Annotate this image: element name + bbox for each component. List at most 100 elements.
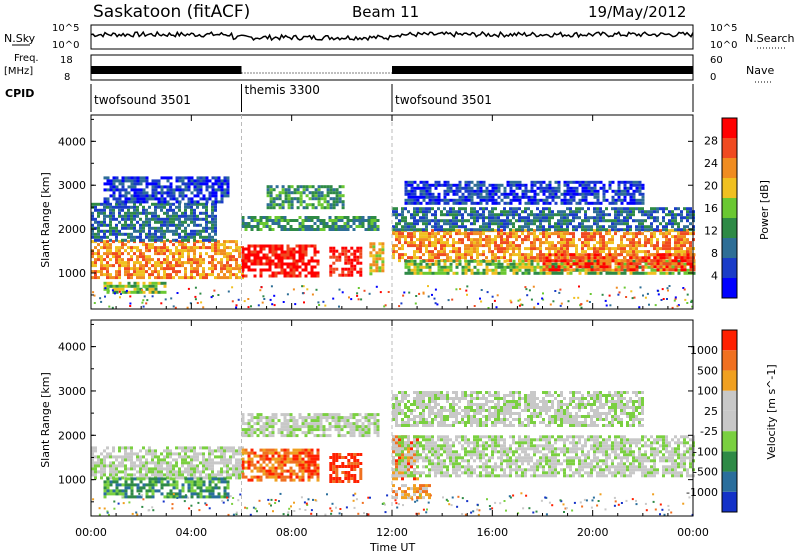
heat-cell <box>139 194 143 198</box>
heat-cell <box>359 270 363 274</box>
heat-cell <box>536 201 540 205</box>
heat-cell <box>97 220 100 224</box>
heat-cell <box>581 198 585 202</box>
heat-cell <box>542 201 546 205</box>
heat-cell <box>190 211 193 215</box>
heat-cell <box>130 458 133 462</box>
heat-cell <box>578 262 582 266</box>
heat-cell <box>148 223 151 227</box>
heat-cell <box>665 225 668 229</box>
heat-cell <box>542 228 545 232</box>
heat-cell <box>632 213 635 217</box>
heat-cell <box>172 208 175 212</box>
heat-cell <box>154 449 157 453</box>
heat-cell <box>184 208 187 212</box>
heat-cell <box>485 222 488 226</box>
heat-cell <box>372 260 376 264</box>
heat-cell <box>671 306 674 309</box>
heat-cell <box>157 229 160 233</box>
heat-cell <box>485 207 488 211</box>
heat-cell <box>599 213 602 217</box>
heat-cell <box>220 446 223 450</box>
heat-cell <box>431 183 435 187</box>
heat-cell <box>515 268 519 272</box>
heat-cell <box>112 252 115 256</box>
heat-cell <box>653 244 656 248</box>
heat-cell <box>235 246 238 250</box>
heat-cell <box>199 235 202 239</box>
heat-cell <box>518 216 521 220</box>
heat-cell <box>283 268 287 272</box>
heat-cell <box>121 246 124 250</box>
heat-cell <box>217 185 221 189</box>
heat-cell <box>572 253 576 257</box>
heat-cell <box>542 298 545 301</box>
heat-cell <box>360 298 363 301</box>
heat-cell <box>289 268 293 272</box>
heat-cell <box>235 458 238 462</box>
heat-cell <box>160 185 164 189</box>
heat-cell <box>169 473 172 477</box>
heat-cell <box>214 252 217 256</box>
heat-cell <box>130 467 133 471</box>
heat-cell <box>187 252 190 256</box>
heat-cell <box>356 258 360 262</box>
heat-cell <box>638 225 641 229</box>
heat-cell <box>689 244 692 248</box>
heat-cell <box>181 276 184 280</box>
heat-cell <box>434 180 438 184</box>
heat-cell <box>683 259 687 263</box>
heat-cell <box>551 247 554 251</box>
heat-cell <box>647 216 650 220</box>
heat-cell <box>590 256 594 260</box>
heat-cell <box>536 228 539 232</box>
heat-cell <box>124 273 127 277</box>
heat-cell <box>527 195 531 199</box>
heat-cell <box>590 259 594 263</box>
heat-cell <box>97 258 100 262</box>
heat-cell <box>635 268 639 272</box>
heat-cell <box>440 238 443 242</box>
heat-cell <box>109 258 112 262</box>
heat-cell <box>452 213 455 217</box>
heat-cell <box>369 272 373 276</box>
heat-cell <box>184 232 187 236</box>
heat-cell <box>569 207 572 211</box>
heat-cell <box>169 495 173 499</box>
heat-cell <box>118 287 122 291</box>
heat-cell <box>623 222 626 226</box>
heat-cell <box>473 271 477 275</box>
heat-cell <box>689 232 692 236</box>
heat-cell <box>97 232 100 236</box>
heat-cell <box>629 186 633 190</box>
heat-cell <box>455 241 458 245</box>
heat-cell <box>623 247 626 251</box>
heat-cell <box>641 192 645 196</box>
heat-cell <box>392 213 395 217</box>
heat-cell <box>94 232 97 236</box>
heat-cell <box>395 210 398 214</box>
heat-cell <box>139 261 142 265</box>
heat-cell <box>569 253 573 257</box>
heat-cell <box>530 195 534 199</box>
heat-cell <box>145 182 149 186</box>
heat-cell <box>524 247 527 251</box>
heat-cell <box>163 235 166 239</box>
heat-cell <box>277 225 281 228</box>
heat-cell <box>226 188 230 192</box>
heat-cell <box>115 197 119 201</box>
heat-cell <box>617 271 621 275</box>
heat-cell <box>118 202 121 206</box>
heat-cell <box>620 265 624 269</box>
heat-cell <box>235 276 238 280</box>
heat-cell <box>416 265 420 269</box>
heat-cell <box>593 229 596 233</box>
heat-cell <box>668 222 671 226</box>
heat-cell <box>211 220 214 224</box>
heat-cell <box>416 244 419 248</box>
heat-cell <box>111 306 114 309</box>
heat-cell <box>160 226 163 230</box>
heat-cell <box>208 226 211 230</box>
heat-cell <box>533 183 537 187</box>
heat-cell <box>335 249 339 253</box>
